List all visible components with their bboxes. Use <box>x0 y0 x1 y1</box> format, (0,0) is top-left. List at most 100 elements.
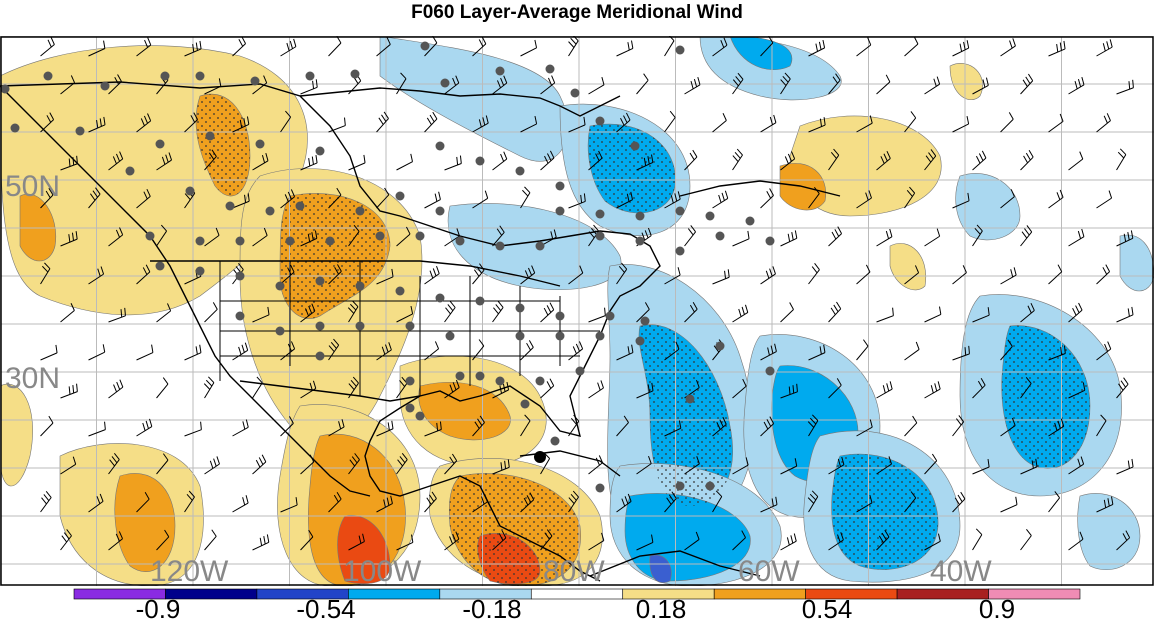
station-dot <box>435 206 445 216</box>
wind-barb-flag <box>1013 267 1017 276</box>
wind-barb-staff <box>492 82 508 95</box>
wind-barb-flag <box>735 76 742 83</box>
wind-barb-staff <box>280 423 294 437</box>
wind-barb-flag <box>1024 228 1030 236</box>
station-dot <box>420 41 430 51</box>
wind-barb-staff <box>828 308 842 323</box>
wind-barb-staff <box>712 276 730 285</box>
station-dot <box>10 123 20 133</box>
wind-barb-flag <box>308 305 313 314</box>
wind-barb-staff <box>808 193 820 209</box>
wind-barb-staff <box>636 463 652 475</box>
wind-barb-flag <box>205 379 213 387</box>
wind-barb-staff <box>396 383 408 399</box>
wind-barb-flag <box>261 454 267 463</box>
wind-barb-flag <box>263 75 268 84</box>
wind-barb-staff <box>808 47 825 57</box>
wind-barb-flag <box>1132 79 1134 88</box>
station-dot <box>160 71 170 81</box>
wind-barb-flag <box>624 496 629 504</box>
wind-barb-flag <box>978 153 984 161</box>
wind-barb-staff <box>376 276 394 285</box>
wind-barb-staff <box>1068 236 1085 247</box>
wind-barb-flag <box>456 228 460 237</box>
wind-barb-flag <box>977 380 983 389</box>
wind-barb-flag <box>481 496 485 505</box>
wind-barb-staff <box>204 156 217 171</box>
wind-barb-staff <box>1020 310 1035 323</box>
wind-barb-staff <box>252 235 268 247</box>
wind-barb-flag <box>734 151 741 159</box>
wind-barb-flag <box>381 114 387 122</box>
wind-barb-staff <box>376 118 389 133</box>
wind-barb-staff <box>252 461 267 475</box>
map-title: F060 Layer-Average Meridional Wind <box>411 2 743 23</box>
wind-barb-flag <box>982 79 986 88</box>
wind-barb-flag <box>314 230 318 239</box>
wind-barb-staff <box>300 86 318 95</box>
wind-barb-flag <box>336 492 342 500</box>
wind-barb-flag <box>1028 150 1034 158</box>
wind-barb-staff <box>1048 425 1064 437</box>
wind-barb-flag <box>666 497 672 505</box>
wind-barb-staff <box>972 157 987 171</box>
wind-barb-staff <box>136 498 150 513</box>
wind-barb-staff <box>136 196 151 209</box>
wind-barb-staff <box>280 46 297 57</box>
wind-barb-flag <box>529 492 535 500</box>
wind-barb-flag <box>1063 345 1066 354</box>
wind-barb-flag <box>1075 305 1080 313</box>
station-dot <box>435 141 445 151</box>
station-dot <box>265 206 275 216</box>
wind-barb-flag <box>351 456 358 464</box>
wind-barb-flag <box>503 75 508 84</box>
wind-barb-flag <box>113 384 118 393</box>
wind-barb-staff <box>684 539 700 551</box>
wind-barb-flag <box>687 228 694 236</box>
wind-barb-flag <box>144 492 150 500</box>
station-dot <box>675 246 685 256</box>
wind-barb-flag <box>1063 40 1066 49</box>
wind-barb-flag <box>722 113 727 121</box>
wind-barb-flag <box>837 226 843 234</box>
station-dot <box>125 166 135 176</box>
wind-barb-flag <box>362 533 365 542</box>
wind-barb-flag <box>668 494 675 502</box>
wind-barb-flag <box>168 152 173 161</box>
wind-barb-staff <box>904 497 917 513</box>
wind-barb-flag <box>575 343 580 352</box>
wind-barb-staff <box>808 352 826 361</box>
wind-barb-staff <box>492 158 508 171</box>
wind-barb-flag <box>789 302 794 310</box>
wind-barb-flag <box>869 419 873 428</box>
wind-barb-flag <box>807 421 815 428</box>
wind-barb-flag <box>780 79 787 86</box>
wind-barb-flag <box>593 224 600 232</box>
wind-barb-flag <box>119 227 124 236</box>
wind-barb-flag <box>1082 382 1086 391</box>
wind-barb-flag <box>796 383 798 392</box>
wind-barb-flag <box>869 115 873 124</box>
wind-barb-flag <box>104 421 106 430</box>
wind-barb-staff <box>472 197 488 209</box>
wind-barb-staff <box>520 123 537 133</box>
wind-barb-flag <box>386 497 390 506</box>
station-dot <box>765 236 775 246</box>
wind-barb-flag <box>431 491 437 499</box>
wind-barb-flag <box>623 415 629 423</box>
wind-barb-staff <box>1020 156 1034 171</box>
wind-barb-flag <box>378 117 384 125</box>
wind-barb-flag <box>909 186 916 194</box>
wind-barb-staff <box>280 504 298 513</box>
wind-barb-flag <box>167 303 172 312</box>
wind-barb-flag <box>906 190 913 197</box>
us-mexico-border <box>239 380 421 402</box>
wind-barb-flag <box>570 493 577 501</box>
station-dot <box>440 78 450 88</box>
wind-barb-flag <box>1081 76 1085 85</box>
wind-barb-flag <box>308 529 314 538</box>
wind-barb-staff <box>396 161 413 171</box>
wind-barb-flag <box>349 459 356 467</box>
colorbar-label-neg054: -0.54 <box>296 594 355 622</box>
wind-barb-flag <box>833 148 840 156</box>
